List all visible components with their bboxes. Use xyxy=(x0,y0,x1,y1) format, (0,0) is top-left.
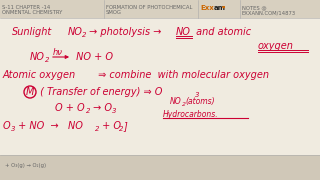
Text: (atoms): (atoms) xyxy=(185,96,215,105)
Text: and atomic: and atomic xyxy=(193,27,251,37)
Text: → photolysis →: → photolysis → xyxy=(86,27,161,37)
Text: Exx: Exx xyxy=(200,5,214,11)
Text: oxygen: oxygen xyxy=(258,41,294,51)
Text: NOTES @: NOTES @ xyxy=(242,5,267,10)
Text: S-11 CHAPTER -14: S-11 CHAPTER -14 xyxy=(2,5,50,10)
Text: 2: 2 xyxy=(182,102,186,107)
Text: 3: 3 xyxy=(112,108,116,114)
Text: → O: → O xyxy=(90,103,112,113)
Text: hν: hν xyxy=(53,48,63,57)
Text: 3: 3 xyxy=(195,92,199,98)
Text: Sunlight: Sunlight xyxy=(12,27,52,37)
Text: NO: NO xyxy=(176,27,191,37)
Text: Atomic oxygen: Atomic oxygen xyxy=(3,70,76,80)
Text: NO: NO xyxy=(30,52,45,62)
Text: ( Transfer of energy) ⇒ O: ( Transfer of energy) ⇒ O xyxy=(37,87,162,97)
Text: ⇒ combine  with molecular oxygen: ⇒ combine with molecular oxygen xyxy=(95,70,269,80)
Text: SMOG: SMOG xyxy=(106,10,122,15)
Text: ■: ■ xyxy=(222,5,225,9)
Text: + NO  →   NO: + NO → NO xyxy=(15,121,83,131)
Text: + O₃(g) → O₂(g): + O₃(g) → O₂(g) xyxy=(5,163,46,168)
Text: am: am xyxy=(214,5,226,11)
Text: Hydrocarbons.: Hydrocarbons. xyxy=(163,109,219,118)
Text: O + O: O + O xyxy=(55,103,84,113)
Text: M: M xyxy=(26,87,34,97)
Text: ]: ] xyxy=(123,121,127,131)
Text: NO + O: NO + O xyxy=(73,52,113,62)
Text: EXXANN.COM/14873: EXXANN.COM/14873 xyxy=(242,10,296,15)
Text: 2: 2 xyxy=(45,57,50,63)
Text: 3: 3 xyxy=(11,126,15,132)
Text: O: O xyxy=(3,121,11,131)
Text: 2: 2 xyxy=(86,108,91,114)
Text: NO: NO xyxy=(68,27,83,37)
Bar xyxy=(0,155,320,180)
Bar xyxy=(0,0,320,18)
Text: FORMATION OF PHOTOCHEMICAL: FORMATION OF PHOTOCHEMICAL xyxy=(106,5,192,10)
Text: NO: NO xyxy=(170,96,182,105)
Text: + O: + O xyxy=(99,121,121,131)
Text: 2: 2 xyxy=(95,126,100,132)
Text: ONMENTAL CHEMISTRY: ONMENTAL CHEMISTRY xyxy=(2,10,62,15)
Text: 2: 2 xyxy=(119,126,124,132)
Text: 2: 2 xyxy=(82,32,86,38)
